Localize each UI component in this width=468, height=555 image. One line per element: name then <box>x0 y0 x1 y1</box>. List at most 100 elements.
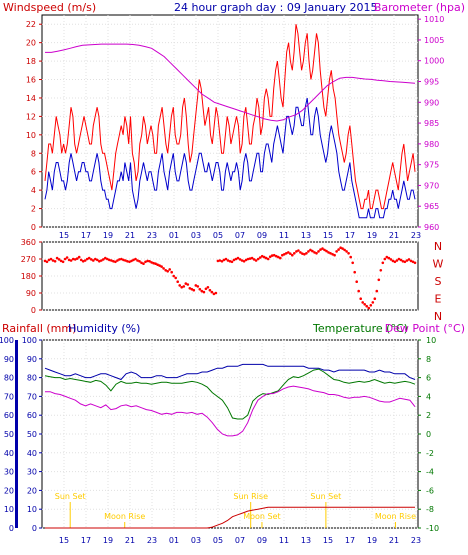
hour-tick-label: 05 <box>213 231 223 240</box>
direction-point <box>270 254 274 257</box>
direction-point <box>90 258 93 261</box>
direction-point <box>134 257 137 261</box>
direction-point <box>397 257 401 261</box>
series-dewpoint-line <box>45 385 416 437</box>
direction-point <box>365 304 369 308</box>
direction-point <box>51 259 55 262</box>
direction-point <box>222 258 226 262</box>
temperature-tick-label: 0 <box>426 430 431 439</box>
windspeed-axis-label: Windspeed (m/s) <box>3 1 96 14</box>
direction-point <box>114 260 117 264</box>
direction-point <box>77 255 81 259</box>
direction-point <box>176 280 179 284</box>
direction-point <box>212 292 216 296</box>
barometer-tick-label: 960 <box>424 223 439 232</box>
hour-tick-label: 15 <box>323 231 333 240</box>
direction-point <box>43 259 47 263</box>
direction-point <box>73 258 77 261</box>
direction-point <box>132 258 135 262</box>
direction-point <box>405 259 409 262</box>
compass-label: W <box>433 258 444 271</box>
barometer-tick-label: 1000 <box>424 57 444 66</box>
hour-tick-label: 19 <box>103 231 113 240</box>
humidity-tick-label: 0 <box>32 524 37 533</box>
direction-tick-label: 90 <box>26 289 36 298</box>
series-rainfall-line <box>45 506 415 529</box>
barometer-tick-label: 985 <box>424 119 439 128</box>
hour-tick-label: 19 <box>367 536 377 545</box>
direction-point <box>61 260 65 264</box>
rainfall-tick-label: 80 <box>4 374 14 383</box>
direction-point <box>327 251 330 254</box>
wind-direction-plot-area <box>41 241 419 311</box>
astro-annotation: Moon Rise <box>375 512 416 521</box>
compass-label: E <box>435 293 442 306</box>
direction-point <box>331 253 334 256</box>
direction-point <box>170 270 173 274</box>
direction-point <box>242 260 246 263</box>
windspeed-tick-label: 18 <box>26 57 36 66</box>
hour-tick-label: 13 <box>301 536 311 545</box>
direction-point <box>49 257 53 261</box>
rainfall-tick-label: 40 <box>4 449 14 458</box>
humidity-axis-label: Humidity (%) <box>68 322 140 335</box>
direction-point <box>45 260 49 264</box>
hour-tick-label: 23 <box>411 231 421 240</box>
direction-point <box>297 249 300 252</box>
direction-point <box>248 257 252 260</box>
rainfall-axis-label: Rainfall (mm) <box>2 322 76 335</box>
direction-point <box>363 303 367 306</box>
direction-point <box>299 251 302 254</box>
direction-point <box>236 256 240 260</box>
hour-tick-label: 01 <box>169 536 179 545</box>
direction-point <box>204 287 208 291</box>
direction-point <box>63 257 67 261</box>
humidity-tick-label: 50 <box>27 430 37 439</box>
direction-point <box>136 259 139 262</box>
direction-point <box>156 263 159 267</box>
direction-point <box>87 256 91 260</box>
astro-annotation: Sun Set <box>55 492 86 501</box>
compass-label: S <box>435 275 442 288</box>
rainfall-tick-label: 90 <box>4 355 14 364</box>
rainfall-tick-label: 50 <box>4 430 14 439</box>
direction-point <box>305 252 308 255</box>
direction-point <box>413 261 417 265</box>
hour-tick-label: 17 <box>345 231 355 240</box>
hour-tick-label: 07 <box>235 231 245 240</box>
windspeed-tick-label: 20 <box>26 39 36 48</box>
direction-point <box>214 291 218 295</box>
direction-point <box>196 285 200 288</box>
direction-point <box>287 251 290 254</box>
direction-point <box>96 258 99 262</box>
direction-tick-label: 0 <box>31 306 36 315</box>
direction-point <box>295 250 298 253</box>
direction-point <box>67 258 71 262</box>
direction-point <box>379 269 383 272</box>
temperature-tick-label: -6 <box>426 486 434 495</box>
humidity-tick-label: 60 <box>27 411 37 420</box>
direction-point <box>110 259 113 262</box>
direction-point <box>218 259 222 262</box>
direction-point <box>208 288 212 292</box>
direction-point <box>385 255 389 259</box>
astro-annotation: Moon Rise <box>104 512 145 521</box>
direction-point <box>313 251 316 254</box>
direction-point <box>361 301 365 304</box>
direction-point <box>81 260 85 263</box>
hour-tick-label: 03 <box>191 231 201 240</box>
direction-point <box>226 259 230 262</box>
direction-point <box>102 258 105 261</box>
direction-point <box>246 257 250 261</box>
hour-tick-label: 05 <box>213 536 223 545</box>
rain-axis-bar <box>15 340 18 528</box>
direction-point <box>254 259 258 262</box>
direction-point <box>190 287 194 291</box>
direction-point <box>339 246 342 249</box>
dewpoint-axis-label: Dew Point (°C) <box>385 322 465 335</box>
direction-point <box>124 259 127 262</box>
direction-point <box>138 260 141 263</box>
hour-tick-label: 21 <box>125 231 135 240</box>
direction-point <box>53 260 57 263</box>
temperature-tick-label: 10 <box>426 336 436 345</box>
